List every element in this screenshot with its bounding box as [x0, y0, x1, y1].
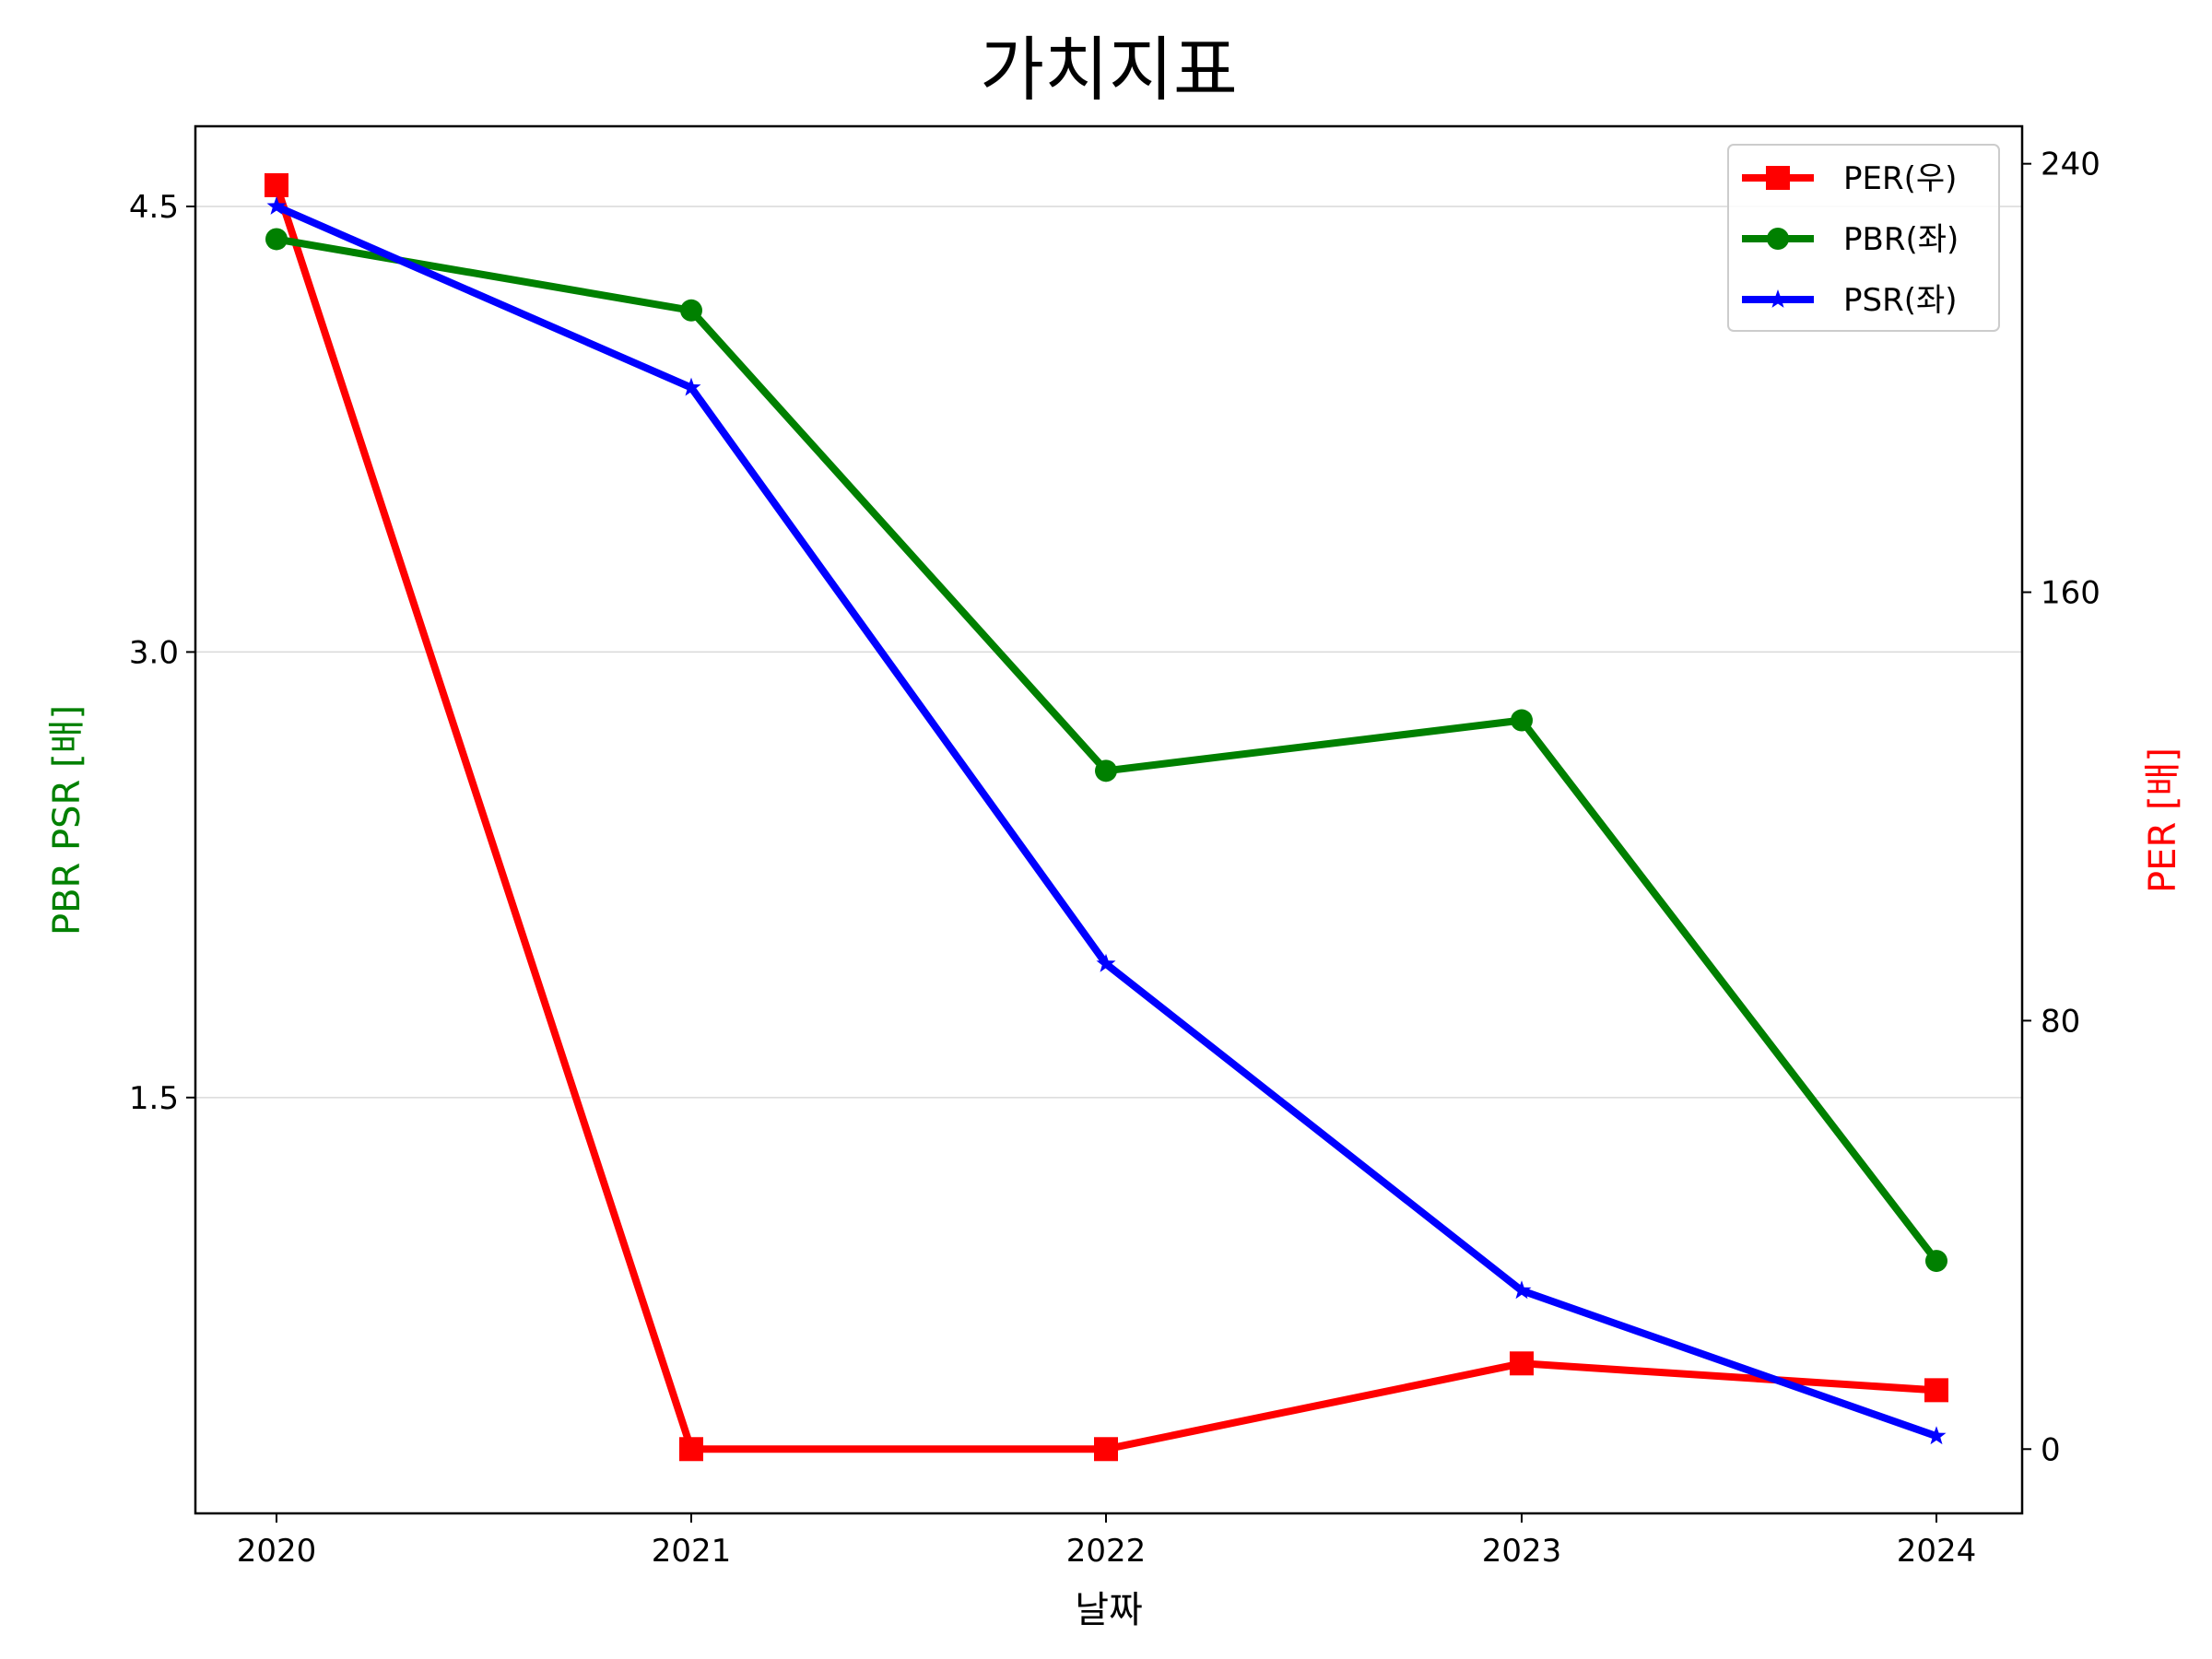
legend-swatch-marker [1768, 289, 1788, 308]
x-tick-label: 2023 [1482, 1533, 1562, 1570]
legend-swatch-marker [1766, 166, 1790, 190]
series-2-point [681, 377, 701, 396]
series-0-point [1510, 1351, 1534, 1376]
series-1-point [1095, 759, 1117, 782]
legend-label: PER(우) [1843, 160, 1957, 197]
legend: PER(우) PBR(좌) PSR(좌) [1727, 144, 2000, 332]
x-tick-label: 2024 [1897, 1533, 1977, 1570]
series-1-point [1925, 1250, 1947, 1273]
series-2-line [273, 203, 1940, 1441]
right-tick-label: 0 [2041, 1431, 2061, 1468]
series-2-point [266, 196, 287, 215]
legend-item: PER(우) [1742, 160, 1957, 197]
series-2 [266, 196, 1947, 1445]
series-0-point [1094, 1437, 1118, 1462]
x-tick-label: 2021 [652, 1533, 732, 1570]
right-tick-label: 160 [2041, 575, 2100, 612]
axes-layer: 1.5 3.0 4.5 0 80 160 240 2020 2021 2022 2023 2024 [129, 147, 2100, 1570]
right-tick-label: 240 [2041, 147, 2100, 183]
series-1-point [680, 299, 702, 322]
x-tick-label: 2020 [237, 1533, 317, 1570]
left-axis-label: PBR PSR [배] [46, 705, 88, 935]
chart-title: 가치지표 [980, 29, 1238, 111]
plot-frame [194, 124, 2024, 1515]
right-axis-label: PER [배] [2142, 747, 2184, 893]
series-1-line [273, 235, 1940, 1265]
series-0-line [273, 181, 1940, 1453]
series-0-point [1924, 1378, 1948, 1403]
legend-label: PSR(좌) [1843, 282, 1958, 319]
right-tick-label: 80 [2041, 1003, 2080, 1040]
series-0 [265, 172, 1948, 1462]
series-1 [265, 228, 1947, 1273]
series-layer [265, 172, 1948, 1462]
left-tick-label: 3.0 [129, 634, 179, 671]
series-2-point [1096, 953, 1116, 972]
series-2-point [1926, 1426, 1947, 1445]
series-0-point [265, 172, 288, 197]
legend-swatch-marker [1767, 228, 1789, 250]
x-axis-label: 날짜 [1075, 1589, 1143, 1631]
legend-frame [1727, 144, 2000, 332]
series-1-point [265, 228, 288, 251]
series-0-point [679, 1437, 703, 1462]
series-2-point [1512, 1280, 1532, 1300]
left-tick-label: 1.5 [129, 1080, 179, 1117]
x-tick-label: 2022 [1066, 1533, 1147, 1570]
legend-label: PBR(좌) [1843, 221, 1959, 258]
legend-item: PSR(좌) [1742, 282, 1958, 319]
legend-item: PBR(좌) [1742, 221, 1959, 258]
grid-lines [195, 206, 2022, 1099]
left-tick-label: 4.5 [129, 189, 179, 226]
series-1-point [1511, 709, 1533, 732]
